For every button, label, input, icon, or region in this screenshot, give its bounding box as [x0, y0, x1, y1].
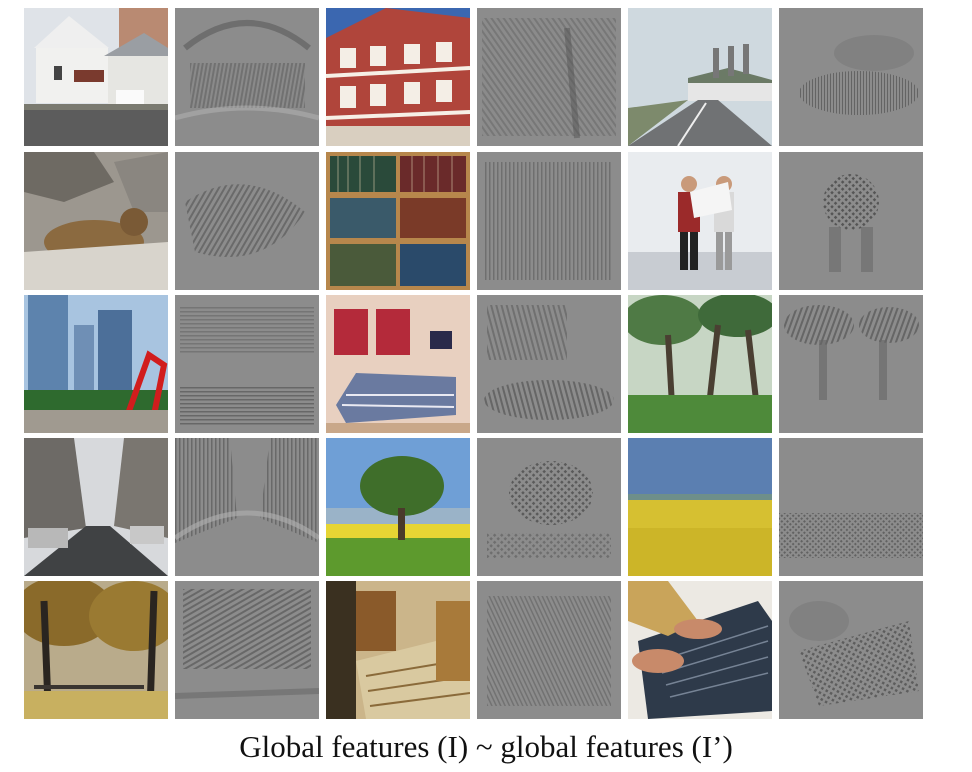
image-grid — [24, 8, 923, 724]
feature-map-white-house — [175, 8, 319, 146]
feature-map-forest — [779, 295, 923, 433]
feature-map-laptop-hands — [779, 581, 923, 719]
photo-two-men — [628, 152, 772, 290]
feature-map-timber-building — [477, 8, 621, 146]
feature-map-staircase — [477, 581, 621, 719]
feature-map-bedroom — [477, 295, 621, 433]
feature-map-highway — [779, 8, 923, 146]
feature-map-yellow-field — [779, 438, 923, 576]
photo-highway — [628, 8, 772, 146]
figure-caption: Global features (I) ~ global features (I… — [239, 729, 733, 764]
feature-map-skyscrapers — [175, 295, 319, 433]
photo-autumn-park — [24, 581, 168, 719]
photo-bookshelf — [326, 152, 470, 290]
photo-yellow-field — [628, 438, 772, 576]
photo-marmot — [24, 152, 168, 290]
feature-map-marmot — [175, 152, 319, 290]
feature-map-autumn-park — [175, 581, 319, 719]
photo-timber-building — [326, 8, 470, 146]
photo-white-house — [24, 8, 168, 146]
photo-forest — [628, 295, 772, 433]
photo-tree-meadow — [326, 438, 470, 576]
photo-bedroom — [326, 295, 470, 433]
photo-skyscrapers — [24, 295, 168, 433]
feature-map-tree-meadow — [477, 438, 621, 576]
feature-map-two-men — [779, 152, 923, 290]
photo-laptop-hands — [628, 581, 772, 719]
photo-city-street — [24, 438, 168, 576]
feature-map-bookshelf — [477, 152, 621, 290]
photo-staircase — [326, 581, 470, 719]
feature-map-city-street — [175, 438, 319, 576]
